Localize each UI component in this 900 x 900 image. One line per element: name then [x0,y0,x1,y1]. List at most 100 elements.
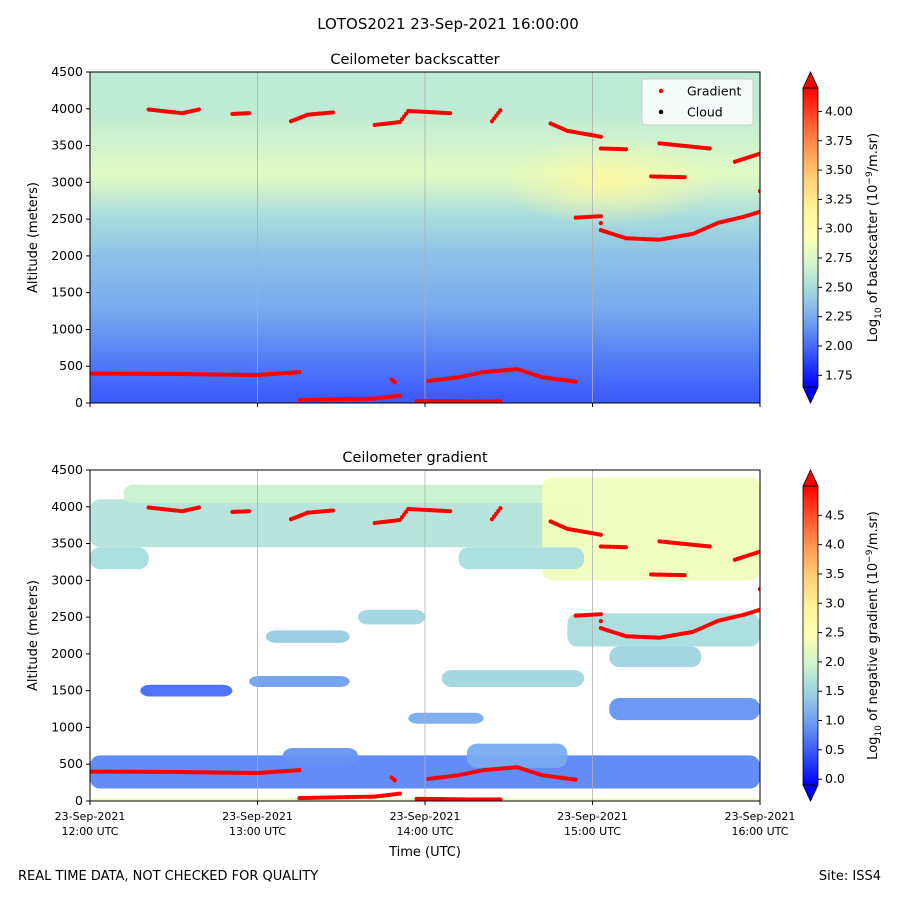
legend-marker [658,109,664,115]
colorbar-tick-label: 1.5 [825,683,845,698]
colorbar-tick-label: 2.25 [825,309,853,324]
gradient-point [623,545,629,550]
panel-title: Ceilometer gradient [342,450,488,466]
quality-note: REAL TIME DATA, NOT CHECKED FOR QUALITY [18,869,319,884]
x-tick-label-time: 14:00 UTC [396,825,453,838]
gradient-point [397,393,402,398]
gradient-point [623,147,629,152]
colorbar-frame [802,87,819,388]
y-tick-label: 500 [59,358,83,373]
colorbar-label: Log10 of negative gradient (10−9/m.sr) [865,511,884,760]
y-tick-label: 3500 [51,536,83,551]
gradient-region [441,670,585,687]
figure-suptitle: LOTOS2021 23-Sep-2021 16:00:00 [317,15,579,33]
legend-label: Cloud [687,105,723,120]
gradient-point [757,151,760,156]
colorbar-tick-label: 2.0 [825,654,845,669]
panel-2: Ceilometer gradient 0 500 1000 1500 2000 2500 3… [26,450,884,860]
gradient-region [458,547,585,570]
gradient-point [682,175,687,180]
colorbar-tick-label: 3.75 [825,133,853,148]
gradient-point [397,791,402,796]
gradient-point [247,111,252,116]
panel-1: Ceilometer backscatter 0 500 1000 1500 2000 25… [26,52,884,410]
x-axis-label: Time (UTC) [388,845,461,860]
gradient-region [609,646,702,668]
x-tick-label-time: 16:00 UTC [731,825,788,838]
y-tick-label: 1500 [51,285,83,300]
colorbar-tick-label: 3.00 [825,221,853,236]
y-tick-label: 3000 [51,174,83,189]
colorbar-extend-min [802,386,819,404]
y-tick-label: 3000 [51,572,83,587]
y-tick-label: 500 [59,756,83,771]
gradient-point [297,768,302,773]
gradient-point [707,544,712,549]
colorbar-body [803,88,818,387]
colorbar-1: 1.75 2.00 2.25 2.50 2.75 3.00 3.25 3.50 3.75 4.00… [802,71,884,404]
y-tick-label: 4000 [51,101,83,116]
plot-area-1 [90,72,760,403]
colorbar-extend-max [802,469,819,487]
gradient-point [448,509,453,514]
y-tick-label: 2500 [51,211,83,226]
colorbar-body [803,486,818,785]
y-tick-label: 2000 [51,248,83,263]
colorbar-tick-label: 2.00 [825,338,853,353]
colorbar-tick-label: 0.5 [825,742,845,757]
colorbar-tick-label: 3.50 [825,162,853,177]
gradient-point [498,108,503,113]
colorbar-2: 0.0 0.5 1.0 1.5 2.0 2.5 3.0 3.5 4.0 4.5 Log10 of n… [802,469,884,802]
colorbar-tick-label: 3.0 [825,595,845,610]
gradient-point [573,777,578,782]
y-tick-label: 4500 [51,64,83,79]
gradient-region [249,675,350,687]
y-tick-label: 2000 [51,646,83,661]
gradient-point [757,607,760,612]
gradient-point [757,587,760,592]
y-axis-label: Altitude (meters) [26,580,41,691]
x-tick-label-date: 23-Sep-2021 [557,810,628,823]
colorbar-tick-label: 2.50 [825,279,853,294]
gradient-region [408,712,484,724]
gradient-point [598,134,603,139]
y-tick-label: 1500 [51,683,83,698]
gradient-region [282,748,358,765]
gradient-point [598,221,603,226]
gradient-region [358,609,425,625]
gradient-point [392,380,397,385]
gradient-point [498,506,503,511]
gradient-point [196,107,201,112]
gradient-point [448,111,453,116]
x-tick-label-time: 15:00 UTC [564,825,621,838]
gradient-point [757,209,760,214]
gradient-point [330,110,335,115]
colorbar-tick-label: 1.75 [825,367,853,382]
gradient-point [196,505,201,510]
colorbar-tick-label: 1.0 [825,713,845,728]
gradient-point [330,508,335,513]
colorbar-tick-label: 3.5 [825,566,845,581]
x-tick-label-time: 12:00 UTC [61,825,118,838]
colorbar-extend-min [802,784,819,802]
gradient-region [90,547,149,570]
gradient-point [392,778,397,783]
gradient-point [598,612,603,617]
y-tick-label: 1000 [51,321,83,336]
x-tick-label-date: 23-Sep-2021 [390,810,461,823]
colorbar-frame [802,485,819,786]
legend-label: Gradient [687,84,742,99]
y-tick-label: 4500 [51,462,83,477]
gradient-region [609,698,760,721]
y-tick-label: 0 [75,395,83,410]
y-tick-label: 4000 [51,499,83,514]
gradient-point [573,379,578,384]
y-tick-label: 3500 [51,138,83,153]
gradient-point [247,509,252,514]
gradient-point [598,532,603,537]
colorbar-extend-max [802,71,819,89]
site-label: Site: ISS4 [818,869,881,884]
plot-area-2 [90,470,760,801]
backscatter-hotspot [499,137,720,228]
colorbar-tick-label: 3.25 [825,191,853,206]
